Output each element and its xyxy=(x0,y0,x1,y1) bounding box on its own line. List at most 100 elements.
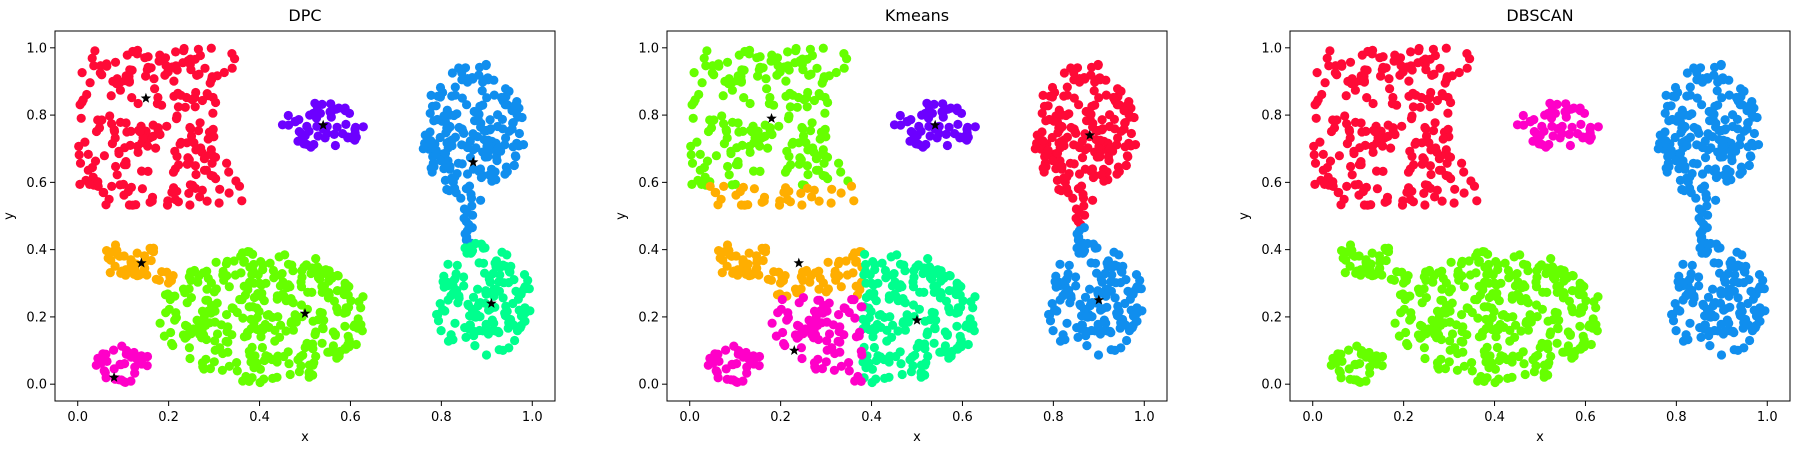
data-point xyxy=(1443,124,1453,134)
data-point xyxy=(520,303,530,313)
data-point xyxy=(1436,151,1446,161)
data-point xyxy=(1704,312,1714,322)
data-point xyxy=(332,270,343,281)
data-point xyxy=(1525,116,1535,126)
data-point xyxy=(173,88,183,98)
data-point xyxy=(861,292,872,303)
data-point xyxy=(495,262,505,272)
data-point xyxy=(800,324,811,334)
data-point xyxy=(927,307,937,317)
data-point xyxy=(718,255,728,265)
data-point xyxy=(897,369,907,380)
data-point xyxy=(783,308,793,318)
data-point xyxy=(1106,277,1116,287)
data-point xyxy=(126,257,136,267)
data-point xyxy=(307,287,317,297)
data-point xyxy=(1124,326,1135,336)
data-point xyxy=(102,356,112,366)
data-point xyxy=(722,57,733,67)
data-point xyxy=(820,124,830,134)
data-point xyxy=(1743,142,1753,152)
data-point xyxy=(1337,59,1347,69)
data-point xyxy=(452,285,462,295)
data-point xyxy=(317,99,327,109)
data-point xyxy=(107,139,117,149)
y-tick-label: 0.6 xyxy=(26,176,47,191)
data-point xyxy=(1416,92,1427,103)
data-point xyxy=(1459,167,1469,177)
data-point xyxy=(1497,310,1507,320)
data-point xyxy=(1661,90,1671,100)
data-point xyxy=(249,278,259,288)
data-point xyxy=(1694,281,1704,291)
data-point xyxy=(185,200,195,210)
data-point xyxy=(299,138,309,148)
data-point xyxy=(474,70,484,80)
data-point xyxy=(736,75,746,86)
data-point xyxy=(1415,102,1425,112)
data-point xyxy=(1345,240,1356,250)
data-point xyxy=(261,278,271,288)
data-point xyxy=(1438,295,1448,305)
data-point xyxy=(1069,68,1079,78)
data-point xyxy=(798,293,809,303)
data-point xyxy=(734,127,744,137)
data-point xyxy=(180,102,190,112)
data-point xyxy=(259,374,269,384)
data-point xyxy=(1713,243,1723,253)
data-point xyxy=(1539,368,1549,378)
data-point xyxy=(1123,286,1133,296)
data-point xyxy=(1334,151,1344,161)
data-point xyxy=(1309,150,1319,160)
data-point xyxy=(451,269,461,279)
chart-title: DPC xyxy=(288,6,321,25)
y-tick-label: 1.0 xyxy=(1261,41,1282,56)
data-point xyxy=(1411,137,1421,147)
data-point xyxy=(945,307,955,317)
data-point xyxy=(1576,119,1586,129)
data-point xyxy=(798,275,808,285)
data-point xyxy=(806,271,816,281)
data-point xyxy=(194,271,204,281)
data-point xyxy=(470,341,480,351)
data-point xyxy=(121,349,131,359)
data-point xyxy=(1453,266,1463,276)
data-point xyxy=(435,299,445,309)
data-point xyxy=(742,368,752,378)
data-point xyxy=(1708,301,1718,311)
data-point xyxy=(343,340,353,350)
data-point xyxy=(917,110,927,120)
data-point xyxy=(1493,260,1503,270)
data-point xyxy=(1323,172,1333,182)
data-point xyxy=(1086,258,1096,268)
data-point xyxy=(1073,332,1083,342)
data-point xyxy=(728,268,738,278)
data-point xyxy=(1377,361,1387,371)
data-point xyxy=(1677,184,1687,195)
data-point xyxy=(754,270,764,280)
data-point xyxy=(1088,118,1098,128)
data-point xyxy=(210,317,220,327)
data-point xyxy=(507,319,517,329)
data-point xyxy=(191,169,201,180)
x-tick-label: 0.6 xyxy=(1575,410,1596,425)
data-point xyxy=(718,91,728,101)
data-point xyxy=(1429,271,1439,281)
data-point xyxy=(1564,296,1574,306)
data-point xyxy=(1346,79,1357,89)
data-point xyxy=(1552,99,1562,109)
data-point xyxy=(1437,196,1447,206)
data-point xyxy=(211,97,221,108)
data-point xyxy=(1670,155,1681,166)
data-point xyxy=(1682,91,1692,101)
data-point xyxy=(1318,149,1328,159)
data-point xyxy=(1700,153,1711,163)
data-point xyxy=(1736,133,1746,143)
data-point xyxy=(721,364,731,374)
data-point xyxy=(1360,140,1370,150)
data-point xyxy=(512,326,523,336)
data-point xyxy=(1324,61,1334,71)
data-point xyxy=(702,156,713,166)
data-point xyxy=(1325,156,1336,166)
data-point xyxy=(231,176,241,186)
